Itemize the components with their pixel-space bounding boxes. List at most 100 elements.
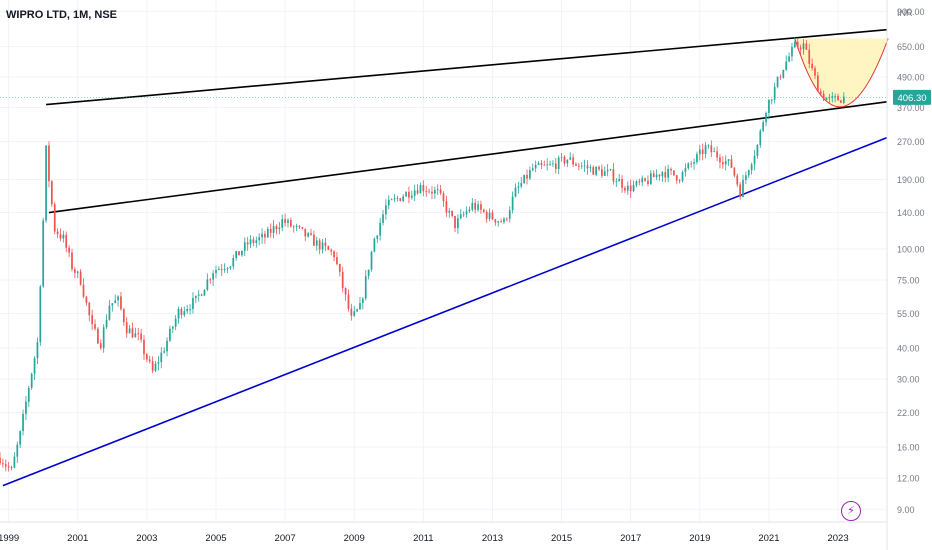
candle	[618, 178, 621, 182]
candle	[122, 309, 125, 323]
candle	[577, 165, 580, 167]
y-tick-label: 12.00	[897, 474, 920, 484]
candle	[146, 354, 148, 360]
candle	[796, 41, 799, 48]
candle	[416, 190, 419, 194]
candle	[344, 288, 347, 295]
candle	[223, 269, 226, 270]
candle	[315, 240, 318, 246]
candle	[4, 464, 7, 467]
candle	[232, 258, 235, 267]
candle	[189, 308, 191, 310]
candle	[88, 302, 91, 316]
candle	[264, 233, 266, 238]
candle	[333, 251, 335, 258]
candle	[474, 202, 477, 210]
candle	[310, 233, 312, 235]
candle	[387, 199, 390, 206]
candle	[500, 221, 502, 223]
candle	[658, 174, 661, 177]
candle	[341, 271, 344, 289]
candles	[0, 37, 845, 472]
x-tick-label: 2007	[275, 533, 296, 544]
candle	[48, 145, 50, 182]
candle	[468, 209, 471, 212]
candle	[65, 234, 68, 248]
x-tick-label: 2019	[689, 533, 710, 544]
candle	[569, 157, 572, 160]
candle	[817, 75, 819, 92]
candle	[595, 166, 597, 175]
candle	[742, 179, 744, 197]
candle	[799, 47, 802, 50]
candle	[805, 43, 808, 50]
x-tick-label: 2015	[551, 533, 572, 544]
candle	[529, 170, 531, 179]
candle	[531, 168, 534, 171]
candle	[733, 167, 736, 176]
y-tick-label: 9.00	[897, 505, 915, 515]
candle	[724, 160, 727, 165]
candle	[448, 210, 451, 213]
x-tick-label: 1999	[0, 533, 19, 544]
candle	[606, 169, 609, 172]
candle	[560, 156, 563, 158]
candle	[120, 296, 122, 310]
candle	[353, 311, 356, 316]
candle	[485, 211, 488, 219]
candle	[76, 271, 79, 273]
candle	[108, 305, 111, 320]
candle	[359, 303, 361, 310]
candle	[117, 296, 119, 301]
trendline	[2, 136, 888, 487]
candle	[33, 358, 36, 374]
candle	[779, 76, 782, 78]
candle	[747, 170, 750, 176]
candle	[505, 218, 508, 220]
x-tick-label: 2003	[136, 533, 157, 544]
candle	[727, 159, 730, 161]
candle	[169, 328, 171, 341]
candle	[520, 183, 523, 187]
candle	[59, 234, 62, 239]
candle	[281, 219, 284, 228]
candle	[0, 457, 1, 464]
y-tick-label: 650.00	[897, 42, 925, 52]
candle	[439, 189, 442, 194]
candle	[793, 41, 796, 48]
candle	[477, 204, 479, 210]
candle	[382, 214, 384, 223]
candle	[819, 91, 822, 94]
candle	[825, 97, 828, 100]
candle	[497, 221, 500, 223]
candle	[540, 163, 543, 165]
y-tick-label: 490.00	[897, 73, 925, 83]
candle	[704, 145, 707, 155]
candle	[10, 467, 13, 469]
candle	[768, 99, 770, 113]
candle	[673, 170, 675, 176]
candle	[321, 242, 324, 250]
candle	[641, 178, 644, 183]
candle	[759, 130, 762, 145]
candle	[128, 328, 131, 334]
flash-icon[interactable]: ⚡	[841, 501, 861, 521]
candle	[698, 149, 701, 155]
candle	[7, 466, 10, 468]
candle	[154, 363, 157, 371]
annotations	[2, 28, 889, 487]
x-tick-label: 2005	[205, 533, 226, 544]
candle	[422, 185, 425, 192]
candle	[537, 163, 540, 165]
candle	[543, 164, 546, 166]
candle	[592, 167, 595, 175]
candle	[433, 189, 436, 194]
candle	[670, 168, 672, 171]
candle	[125, 322, 128, 334]
candle	[514, 187, 517, 197]
candle	[13, 456, 16, 468]
candle	[131, 328, 134, 338]
